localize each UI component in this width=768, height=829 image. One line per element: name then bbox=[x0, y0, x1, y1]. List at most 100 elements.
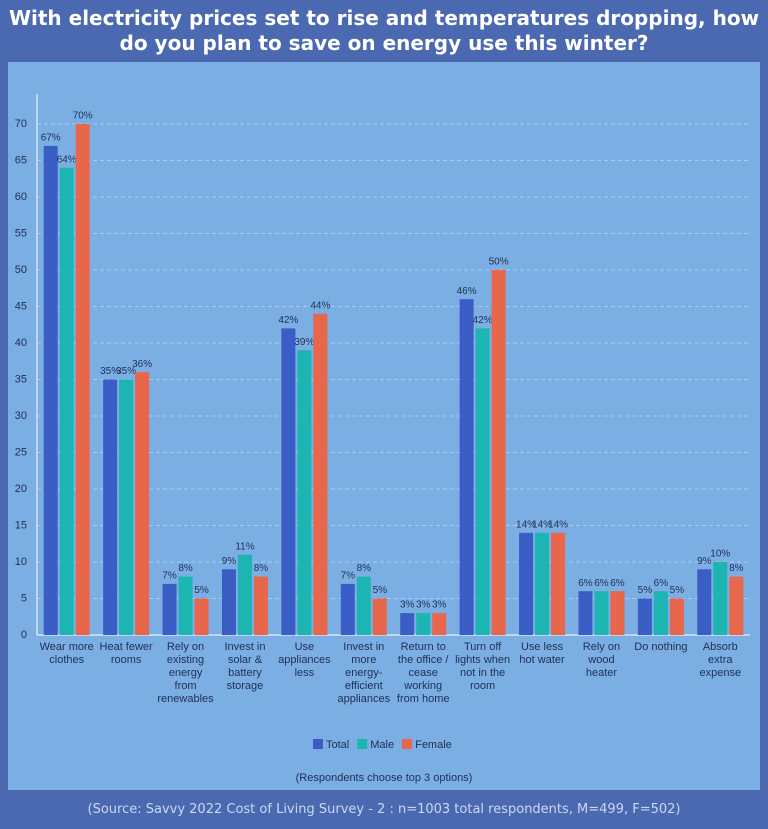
value-label: 42% bbox=[473, 315, 493, 326]
bar bbox=[697, 569, 712, 635]
bar bbox=[491, 270, 506, 635]
x-tick-label: Do nothing bbox=[634, 641, 688, 653]
x-tick-label: Turn off lights when not in the room bbox=[455, 641, 511, 692]
bar bbox=[400, 613, 415, 635]
bar bbox=[459, 299, 474, 635]
bar bbox=[340, 583, 355, 635]
value-label: 42% bbox=[278, 315, 298, 326]
bar bbox=[356, 576, 371, 635]
bar bbox=[43, 145, 58, 635]
legend-label: Female bbox=[415, 739, 452, 751]
value-label: 6% bbox=[594, 578, 609, 589]
chart-title: With electricity prices set to rise and … bbox=[8, 6, 760, 55]
bar bbox=[237, 554, 252, 635]
value-label: 35% bbox=[100, 366, 120, 377]
value-label: 3% bbox=[416, 600, 431, 611]
y-tick-label: 25 bbox=[15, 446, 27, 458]
value-label: 11% bbox=[235, 541, 254, 552]
bar bbox=[475, 328, 490, 635]
value-label: 67% bbox=[41, 133, 61, 144]
bar bbox=[713, 562, 728, 635]
value-label: 8% bbox=[729, 563, 744, 574]
value-label: 50% bbox=[489, 257, 509, 268]
value-label: 46% bbox=[457, 286, 477, 297]
bar bbox=[578, 591, 593, 635]
legend-swatch bbox=[402, 739, 413, 749]
legend-swatch bbox=[313, 739, 323, 749]
y-tick-label: 5 bbox=[21, 592, 27, 604]
value-label: 3% bbox=[432, 600, 447, 611]
value-label: 5% bbox=[670, 585, 685, 596]
x-tick-label: Absorb extra expense bbox=[699, 641, 742, 679]
value-label: 35% bbox=[116, 366, 136, 377]
x-tick-label: Rely on existing energy from renewables bbox=[157, 641, 214, 705]
y-tick-label: 40 bbox=[15, 337, 27, 349]
y-tick-label: 35 bbox=[15, 373, 27, 385]
value-label: 3% bbox=[400, 600, 415, 611]
bar bbox=[162, 583, 177, 635]
bar bbox=[297, 350, 312, 635]
x-tick-label: Use less hot water bbox=[519, 641, 565, 666]
bar bbox=[221, 569, 236, 635]
bar bbox=[610, 591, 625, 635]
bar bbox=[59, 167, 74, 636]
value-label: 8% bbox=[254, 563, 269, 574]
x-tick-label: Invest in more energy-efficient applianc… bbox=[337, 641, 391, 705]
y-tick-label: 10 bbox=[15, 556, 27, 568]
chart-panel bbox=[8, 62, 760, 790]
value-label: 64% bbox=[57, 154, 77, 165]
bar bbox=[594, 591, 609, 635]
y-tick-label: 0 bbox=[21, 629, 27, 641]
y-tick-label: 60 bbox=[15, 191, 27, 203]
bar bbox=[432, 613, 447, 635]
value-label: 44% bbox=[310, 300, 330, 311]
bar bbox=[653, 591, 668, 635]
value-label: 39% bbox=[294, 337, 314, 348]
bar bbox=[178, 576, 193, 635]
bar bbox=[535, 532, 550, 635]
y-tick-label: 55 bbox=[15, 227, 27, 239]
y-tick-label: 20 bbox=[15, 483, 27, 495]
bar bbox=[729, 576, 744, 635]
bar bbox=[416, 613, 431, 635]
legend-swatch bbox=[357, 739, 368, 749]
value-label: 8% bbox=[178, 563, 193, 574]
y-tick-label: 30 bbox=[15, 410, 27, 422]
x-tick-label: Use appliances less bbox=[278, 641, 331, 679]
value-label: 9% bbox=[222, 556, 237, 567]
bar bbox=[313, 313, 328, 635]
value-label: 5% bbox=[638, 585, 653, 596]
y-tick-label: 15 bbox=[15, 519, 27, 531]
value-label: 14% bbox=[532, 519, 552, 530]
x-tick-label: Return to the office / cease working fro… bbox=[396, 641, 450, 705]
legend-label: Total bbox=[326, 739, 349, 751]
y-tick-label: 70 bbox=[15, 118, 27, 130]
bar bbox=[135, 372, 150, 635]
note: (Respondents choose top 3 options) bbox=[296, 772, 473, 784]
source: (Source: Savvy 2022 Cost of Living Surve… bbox=[87, 802, 681, 817]
bar bbox=[103, 379, 118, 635]
value-label: 5% bbox=[373, 585, 388, 596]
bar bbox=[281, 328, 296, 635]
bar bbox=[194, 598, 209, 635]
value-label: 7% bbox=[162, 571, 177, 582]
bar bbox=[551, 532, 566, 635]
y-tick-label: 45 bbox=[15, 300, 27, 312]
bar bbox=[637, 598, 652, 635]
y-tick-label: 65 bbox=[15, 154, 27, 166]
value-label: 14% bbox=[516, 519, 536, 530]
value-label: 70% bbox=[73, 111, 93, 122]
bar bbox=[519, 532, 534, 635]
value-label: 14% bbox=[548, 519, 568, 530]
bar bbox=[75, 124, 90, 635]
x-tick-label: Rely on wood heater bbox=[582, 641, 621, 679]
value-label: 36% bbox=[132, 359, 152, 370]
x-tick-label: Heat fewer rooms bbox=[99, 641, 153, 666]
value-label: 7% bbox=[341, 571, 356, 582]
value-label: 5% bbox=[194, 585, 209, 596]
bar bbox=[119, 379, 134, 635]
value-label: 6% bbox=[578, 578, 593, 589]
legend-label: Male bbox=[370, 739, 394, 751]
value-label: 10% bbox=[710, 549, 730, 560]
